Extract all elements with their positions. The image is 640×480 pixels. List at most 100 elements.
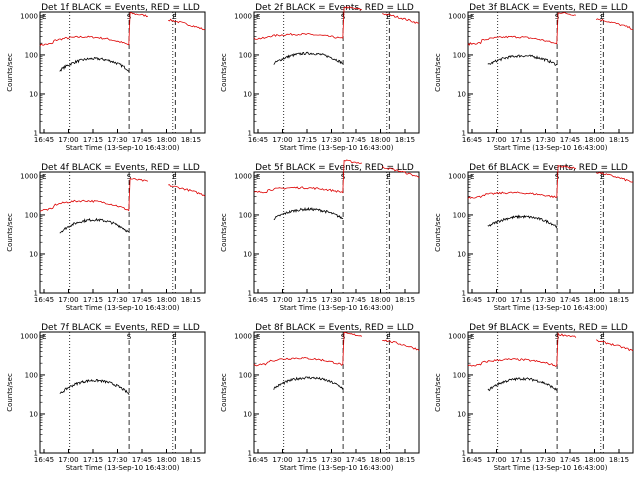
marker-e-start: E <box>470 173 474 181</box>
panel-title: Det 6f BLACK = Events, RED = LLD <box>469 163 628 173</box>
x-tick-label: 16:45 <box>248 456 268 464</box>
series-events-black <box>487 376 558 392</box>
y-tick-label: 10 <box>243 90 252 98</box>
x-tick-label: 17:45 <box>132 456 152 464</box>
series-lld-red-late <box>595 18 633 30</box>
y-tick-label: 1000 <box>20 332 38 340</box>
y-axis-label: Counts/sec <box>434 373 442 412</box>
marker-s: S <box>555 13 560 21</box>
x-tick-label: 18:00 <box>584 136 604 144</box>
marker-e-start: E <box>42 173 46 181</box>
marker-e-end: E <box>600 173 604 181</box>
y-axis-label: Counts/sec <box>6 213 14 252</box>
y-tick-label: 10 <box>29 250 38 258</box>
x-axis-label: Start Time (13-Sep-10 16:43:00) <box>494 304 608 312</box>
x-axis-label: Start Time (13-Sep-10 16:43:00) <box>280 144 394 152</box>
x-tick-label: 17:15 <box>511 136 531 144</box>
x-tick-label: 16:45 <box>34 456 54 464</box>
x-tick-label: 18:00 <box>584 296 604 304</box>
y-tick-label: 10 <box>457 90 466 98</box>
plot-frame <box>467 171 634 294</box>
series-lld-red-late <box>382 13 420 24</box>
y-tick-label: 100 <box>453 211 466 219</box>
x-tick-label: 16:45 <box>248 296 268 304</box>
y-tick-label: 10 <box>457 410 466 418</box>
marker-e-start: E <box>42 13 46 21</box>
panel-6: Det 6f BLACK = Events, RED = LLD 1 10 100 10… <box>434 163 634 312</box>
plot-frame <box>467 11 634 134</box>
marker-e-end: E <box>386 13 390 21</box>
y-axis-label: Counts/sec <box>434 213 442 252</box>
y-tick-label: 1000 <box>448 12 466 20</box>
marker-e-start: E <box>256 173 260 181</box>
plot-frame <box>39 11 206 134</box>
y-tick-label: 100 <box>453 371 466 379</box>
series-lld-red-late <box>168 184 206 197</box>
y-tick-label: 1 <box>248 290 252 298</box>
x-tick-label: 17:00 <box>486 136 506 144</box>
x-tick-label: 17:45 <box>346 456 366 464</box>
y-axis-label: Counts/sec <box>220 213 228 252</box>
y-tick-label: 10 <box>29 90 38 98</box>
x-tick-label: 18:00 <box>370 136 390 144</box>
series-events-black <box>59 217 130 234</box>
series-lld-red-late <box>596 171 634 183</box>
marker-s: S <box>127 333 132 341</box>
x-tick-label: 18:00 <box>156 456 176 464</box>
y-tick-label: 1 <box>34 290 38 298</box>
panel-title: Det 3f BLACK = Events, RED = LLD <box>469 3 628 13</box>
marker-e-end: E <box>172 13 176 21</box>
x-tick-label: 18:15 <box>181 136 201 144</box>
x-tick-label: 18:00 <box>156 296 176 304</box>
x-tick-label: 17:15 <box>297 136 317 144</box>
panel-4: Det 4f BLACK = Events, RED = LLD 1 10 100 10… <box>6 163 206 312</box>
x-tick-label: 17:15 <box>511 456 531 464</box>
panel-2: Det 2f BLACK = Events, RED = LLD 1 10 100 10… <box>220 3 420 152</box>
panel-title: Det 8f BLACK = Events, RED = LLD <box>255 323 414 333</box>
x-tick-label: 18:15 <box>395 456 415 464</box>
x-tick-label: 16:45 <box>248 136 268 144</box>
x-tick-label: 18:15 <box>181 296 201 304</box>
marker-e-end: E <box>172 333 176 341</box>
series-lld-red <box>39 177 149 212</box>
y-tick-label: 100 <box>239 211 252 219</box>
x-tick-label: 17:00 <box>272 456 292 464</box>
x-tick-label: 18:15 <box>609 136 629 144</box>
panel-title: Det 7f BLACK = Events, RED = LLD <box>41 323 200 333</box>
series-lld-red <box>39 12 149 47</box>
x-tick-label: 18:15 <box>395 296 415 304</box>
marker-s: S <box>127 173 132 181</box>
x-axis-label: Start Time (13-Sep-10 16:43:00) <box>280 304 394 312</box>
panel-title: Det 5f BLACK = Events, RED = LLD <box>255 163 414 173</box>
x-tick-label: 17:30 <box>107 456 127 464</box>
x-tick-label: 18:00 <box>370 456 390 464</box>
x-axis-label: Start Time (13-Sep-10 16:43:00) <box>66 464 180 472</box>
x-tick-label: 17:45 <box>560 136 580 144</box>
y-axis-label: Counts/sec <box>6 373 14 412</box>
x-tick-label: 17:45 <box>346 296 366 304</box>
y-tick-label: 100 <box>25 211 38 219</box>
x-tick-label: 17:45 <box>346 136 366 144</box>
y-tick-label: 1 <box>248 130 252 138</box>
series-events-black <box>59 378 130 396</box>
y-tick-label: 1000 <box>234 12 252 20</box>
marker-e-start: E <box>42 333 46 341</box>
x-tick-label: 18:00 <box>156 136 176 144</box>
panel-title: Det 2f BLACK = Events, RED = LLD <box>255 3 414 13</box>
panel-3: Det 3f BLACK = Events, RED = LLD 1 10 100 10… <box>434 3 634 152</box>
y-axis-label: Counts/sec <box>220 53 228 92</box>
x-tick-label: 16:45 <box>462 136 482 144</box>
y-axis-label: Counts/sec <box>6 53 14 92</box>
marker-s: S <box>127 13 132 21</box>
x-tick-label: 18:15 <box>181 456 201 464</box>
y-tick-label: 1000 <box>448 172 466 180</box>
plot-frame <box>253 171 420 294</box>
marker-e-end: E <box>600 13 604 21</box>
x-tick-label: 17:15 <box>83 456 103 464</box>
x-tick-label: 16:45 <box>34 136 54 144</box>
series-lld-red <box>253 6 363 40</box>
y-tick-label: 100 <box>25 51 38 59</box>
x-tick-label: 17:30 <box>107 136 127 144</box>
x-tick-label: 18:15 <box>609 296 629 304</box>
x-tick-label: 17:00 <box>486 456 506 464</box>
